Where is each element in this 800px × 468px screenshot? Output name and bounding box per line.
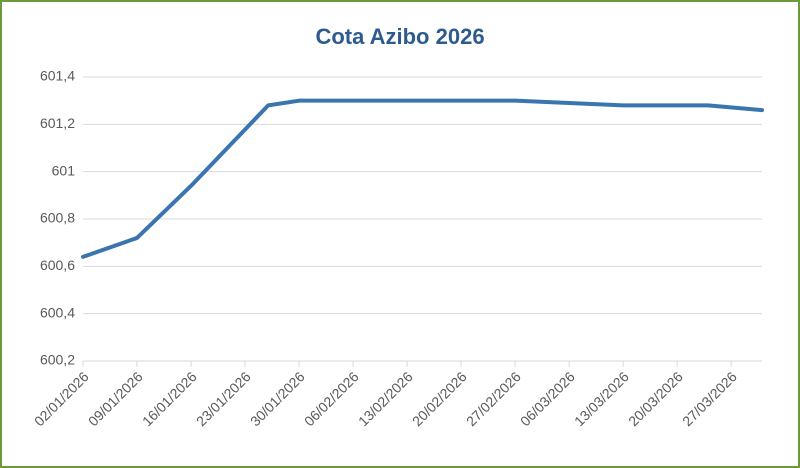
y-tick-label: 600,6 — [40, 257, 75, 273]
data-line — [81, 98, 764, 259]
y-tick-label: 600,4 — [40, 304, 75, 320]
chart-title: Cota Azibo 2026 — [315, 24, 484, 49]
y-tick-label: 600,8 — [40, 210, 75, 226]
y-tick-label: 601 — [52, 162, 76, 178]
y-tick-label: 601,4 — [40, 68, 75, 84]
y-tick-label: 601,2 — [40, 115, 75, 131]
y-tick-label: 600,2 — [40, 352, 75, 368]
